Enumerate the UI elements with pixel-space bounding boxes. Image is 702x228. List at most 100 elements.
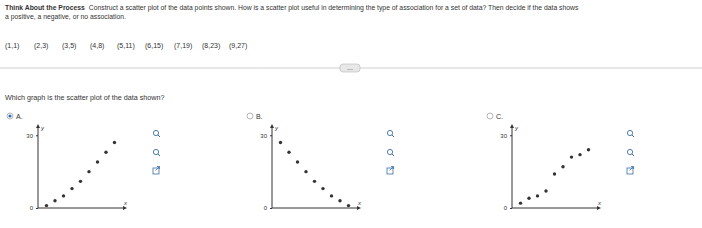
point bbox=[96, 160, 99, 163]
open-icon-arrow[interactable] bbox=[156, 167, 160, 171]
zoom-icon-lens[interactable] bbox=[153, 149, 158, 154]
open-icon-box[interactable] bbox=[153, 168, 159, 174]
zoom-icon-handle[interactable] bbox=[158, 154, 160, 156]
tick-label: 30 bbox=[500, 133, 507, 139]
point bbox=[338, 199, 341, 202]
point bbox=[561, 165, 564, 168]
prompt-line: Think About the ProcessConstruct a scatt… bbox=[5, 4, 579, 12]
axis-line bbox=[38, 208, 125, 209]
zoom-icon-lens[interactable] bbox=[153, 130, 158, 135]
zoom-icon-handle[interactable] bbox=[158, 135, 160, 137]
x-axis-label: x bbox=[597, 200, 602, 206]
point bbox=[347, 204, 350, 207]
radio-dot[interactable] bbox=[8, 114, 11, 117]
axis-line bbox=[38, 126, 39, 208]
scatter-chart: 030yx bbox=[500, 125, 602, 211]
point bbox=[578, 153, 581, 156]
point bbox=[87, 170, 90, 173]
tick-label: 0 bbox=[504, 205, 508, 211]
more-button[interactable] bbox=[340, 64, 360, 72]
point bbox=[304, 170, 307, 173]
zoom-icon[interactable] bbox=[627, 149, 634, 156]
point bbox=[313, 180, 316, 183]
zoom-icon-lens[interactable] bbox=[387, 130, 392, 135]
tick: 0 bbox=[264, 205, 272, 211]
tick-mark bbox=[510, 208, 512, 209]
zoom-icon[interactable] bbox=[153, 130, 160, 137]
zoom-icon-lens[interactable] bbox=[627, 130, 632, 135]
zoom-icon[interactable] bbox=[387, 149, 394, 156]
point bbox=[536, 194, 539, 197]
radio[interactable] bbox=[487, 113, 493, 119]
zoom-icon-lens[interactable] bbox=[387, 149, 392, 154]
option-label[interactable]: B. bbox=[256, 113, 263, 120]
axis-line bbox=[272, 208, 359, 209]
radio[interactable] bbox=[7, 113, 13, 119]
data-point-text: (1,1) bbox=[5, 42, 19, 50]
tick: 0 bbox=[504, 205, 512, 211]
y-axis: 0 30 bbox=[26, 126, 38, 211]
axis-line bbox=[272, 126, 273, 208]
point bbox=[553, 172, 556, 175]
zoom-icon-handle[interactable] bbox=[392, 135, 394, 137]
x-axis-label: x bbox=[123, 200, 128, 206]
radio[interactable] bbox=[247, 113, 253, 119]
tick: 30 bbox=[260, 133, 272, 139]
point bbox=[53, 199, 56, 202]
data-point-text: (5,11) bbox=[117, 42, 135, 50]
x-axis bbox=[272, 208, 359, 209]
option-label[interactable]: A. bbox=[16, 113, 23, 120]
tick: 0 bbox=[30, 205, 38, 211]
tick: 30 bbox=[500, 133, 512, 139]
point bbox=[330, 194, 333, 197]
point bbox=[70, 187, 73, 190]
option[interactable]: B. bbox=[247, 113, 263, 120]
points bbox=[279, 141, 350, 207]
point bbox=[45, 204, 48, 207]
point bbox=[587, 148, 590, 151]
option[interactable]: C. bbox=[487, 113, 503, 120]
option-label[interactable]: C. bbox=[496, 113, 503, 120]
tick-label: 30 bbox=[260, 133, 267, 139]
open-icon[interactable] bbox=[153, 167, 160, 175]
zoom-icon[interactable] bbox=[627, 130, 634, 137]
data-point-text: (3,5) bbox=[62, 42, 76, 50]
open-icon-box[interactable] bbox=[387, 168, 393, 174]
scatter-chart: 0 30 y x bbox=[26, 125, 128, 211]
open-icon-arrow[interactable] bbox=[390, 167, 394, 171]
tick-label: 0 bbox=[264, 205, 268, 211]
point bbox=[296, 160, 299, 163]
zoom-icon-handle[interactable] bbox=[632, 154, 634, 156]
data-point-text: (9,27) bbox=[229, 42, 247, 50]
data-point-text: (7,19) bbox=[174, 42, 192, 50]
tick-mark bbox=[270, 135, 272, 136]
y-axis-label: y bbox=[40, 125, 45, 131]
point bbox=[287, 151, 290, 154]
tick-mark bbox=[36, 208, 38, 209]
point bbox=[544, 189, 547, 192]
axis-line bbox=[512, 208, 599, 209]
question: Which graph is the scatter plot of the d… bbox=[5, 93, 164, 102]
zoom-icon[interactable] bbox=[153, 149, 160, 156]
zoom-icon-handle[interactable] bbox=[392, 154, 394, 156]
open-icon-box[interactable] bbox=[627, 168, 633, 174]
x-axis-label: x bbox=[357, 200, 362, 206]
points bbox=[45, 141, 116, 207]
option[interactable]: A. bbox=[7, 113, 23, 120]
data-point-text: (6,15) bbox=[145, 42, 163, 50]
more-button-text[interactable]: ... bbox=[347, 64, 353, 71]
tick-mark bbox=[36, 135, 38, 136]
zoom-icon-lens[interactable] bbox=[627, 149, 632, 154]
zoom-icon[interactable] bbox=[387, 130, 394, 137]
zoom-icon-handle[interactable] bbox=[632, 135, 634, 137]
tick-label: 30 bbox=[26, 133, 33, 139]
tick-label: 0 bbox=[30, 205, 34, 211]
axis-line bbox=[512, 126, 513, 208]
open-icon-arrow[interactable] bbox=[630, 167, 634, 171]
open-icon[interactable] bbox=[627, 167, 634, 175]
point bbox=[527, 197, 530, 200]
open-icon[interactable] bbox=[387, 167, 394, 175]
y-axis: 0 30 bbox=[260, 126, 272, 211]
data-point-text: (4,8) bbox=[90, 42, 104, 50]
point bbox=[279, 141, 282, 144]
